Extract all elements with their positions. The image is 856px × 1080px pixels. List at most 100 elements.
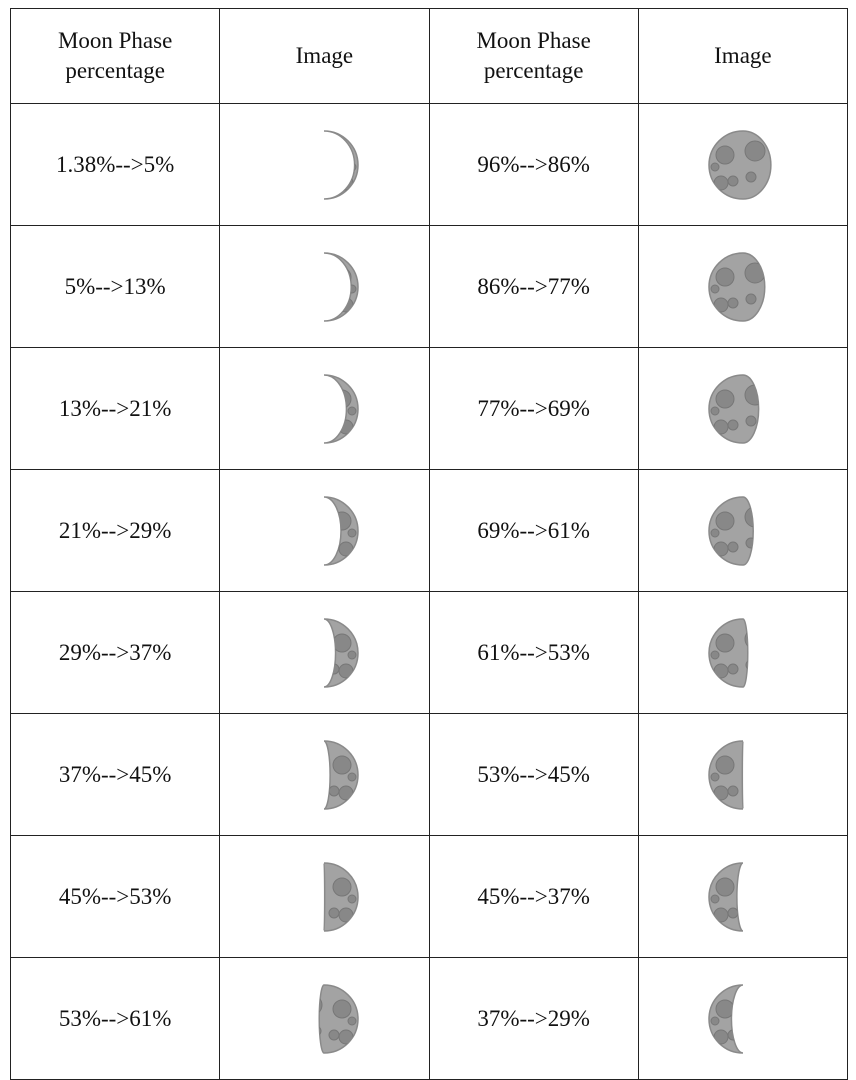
- table-row: 13%-->21% 77%-->69%: [9, 347, 849, 470]
- moon-crater: [727, 785, 739, 796]
- moon-craters: [311, 511, 357, 556]
- moon-group: [708, 251, 766, 322]
- moon-craters: [319, 994, 357, 1044]
- moon-crater: [745, 751, 765, 771]
- table-row: 21%-->29% 69%-->61%: [9, 469, 849, 592]
- moon-crater: [319, 1025, 322, 1036]
- phase-cell: 37%-->45%: [9, 713, 221, 836]
- moon-crater: [744, 262, 765, 283]
- moon-crater: [311, 172, 321, 182]
- moon-craters: [710, 751, 765, 800]
- moon-crater: [332, 877, 352, 896]
- phase-cell: 86%-->77%: [428, 225, 639, 348]
- image-cell: [219, 347, 430, 470]
- image-cell: [637, 103, 849, 226]
- table-row: 37%-->45% 53%-->45%: [9, 713, 849, 836]
- table-row: 29%-->37% 61%-->53%: [9, 591, 849, 714]
- phase-cell: 53%-->61%: [9, 957, 221, 1080]
- moon-crater: [745, 415, 757, 426]
- phase-cell: 5%-->13%: [9, 225, 221, 348]
- table-row: 53%-->61% 37%-->29%: [9, 957, 849, 1080]
- moon-phase-table: Moon Phase percentage Image Moon Phase p…: [9, 8, 849, 1080]
- moon-crater: [347, 528, 357, 537]
- moon-crater: [347, 650, 357, 659]
- moon-crater: [338, 907, 354, 922]
- moon-crater: [745, 995, 765, 1015]
- moon-crater: [727, 419, 739, 430]
- moon-crater: [328, 175, 340, 186]
- moon-icon: [311, 251, 360, 322]
- phase-cell: 77%-->69%: [428, 347, 639, 470]
- moon-crater: [713, 419, 729, 434]
- moon-craters: [710, 506, 754, 556]
- moon-crater: [347, 894, 357, 903]
- moon-group: [311, 251, 360, 322]
- moon-crater: [332, 389, 352, 408]
- moon-crater: [311, 416, 321, 426]
- moon-crater: [302, 385, 322, 405]
- moon-crater: [328, 297, 340, 308]
- phase-cell: 45%-->37%: [428, 835, 639, 958]
- table-row: 1.38%-->5% 96%-->86%: [9, 103, 849, 226]
- moon-crater: [727, 175, 739, 186]
- moon-crater: [713, 1029, 729, 1044]
- moon-crater: [338, 1029, 354, 1044]
- phase-cell: 69%-->61%: [428, 469, 639, 592]
- moon-icon: [318, 983, 360, 1054]
- moon-craters: [311, 267, 357, 312]
- image-cell: [637, 957, 849, 1080]
- moon-crater: [744, 506, 754, 527]
- moon-crater: [715, 267, 735, 286]
- moon-crater: [744, 384, 759, 405]
- moon-crater: [302, 629, 322, 649]
- moon-icon: [302, 617, 360, 688]
- image-cell: [637, 591, 849, 714]
- image-cell: [219, 835, 430, 958]
- moon-craters: [302, 385, 357, 434]
- moon-crater: [745, 873, 765, 893]
- moon-crater: [715, 511, 735, 530]
- moon-icon: [324, 739, 360, 810]
- moon-crater: [710, 528, 720, 537]
- moon-group: [323, 861, 360, 932]
- moon-crater: [311, 294, 321, 304]
- phase-cell: 96%-->86%: [428, 103, 639, 226]
- moon-crater: [727, 907, 739, 918]
- moon-crater: [311, 538, 321, 548]
- phase-cell: 53%-->45%: [428, 713, 639, 836]
- moon-group: [302, 617, 360, 688]
- moon-craters: [302, 141, 357, 190]
- image-cell: [219, 591, 430, 714]
- moon-crater: [713, 785, 729, 800]
- phase-cell: 13%-->21%: [9, 347, 221, 470]
- moon-crater: [338, 785, 354, 800]
- moon-craters: [710, 995, 765, 1044]
- moon-crater: [715, 633, 735, 652]
- moon-crater: [715, 999, 735, 1018]
- moon-crater: [302, 141, 322, 161]
- moon-group: [708, 739, 765, 810]
- moon-crater: [715, 755, 735, 774]
- table-row: 5%-->13% 86%-->77%: [9, 225, 849, 348]
- moon-crater: [710, 406, 720, 415]
- image-cell: [219, 103, 430, 226]
- moon-crater: [713, 541, 729, 556]
- moon-craters: [302, 629, 357, 678]
- moon-icon: [708, 251, 766, 322]
- image-cell: [637, 225, 849, 348]
- moon-crater: [328, 907, 340, 918]
- header-cell: Moon Phase percentage: [428, 8, 639, 104]
- moon-crater: [328, 419, 340, 430]
- moon-crater: [713, 663, 729, 678]
- moon-icon: [311, 495, 360, 566]
- moon-icon: [302, 373, 360, 444]
- moon-group: [708, 129, 772, 200]
- moon-crater: [347, 162, 357, 171]
- header-row: Moon Phase percentage Image Moon Phase p…: [9, 8, 849, 104]
- header-text: Moon Phase percentage: [57, 28, 173, 83]
- moon-crater: [338, 419, 354, 434]
- moon-crater: [338, 297, 354, 312]
- moon-crater: [710, 894, 720, 903]
- moon-group: [318, 983, 360, 1054]
- image-cell: [219, 713, 430, 836]
